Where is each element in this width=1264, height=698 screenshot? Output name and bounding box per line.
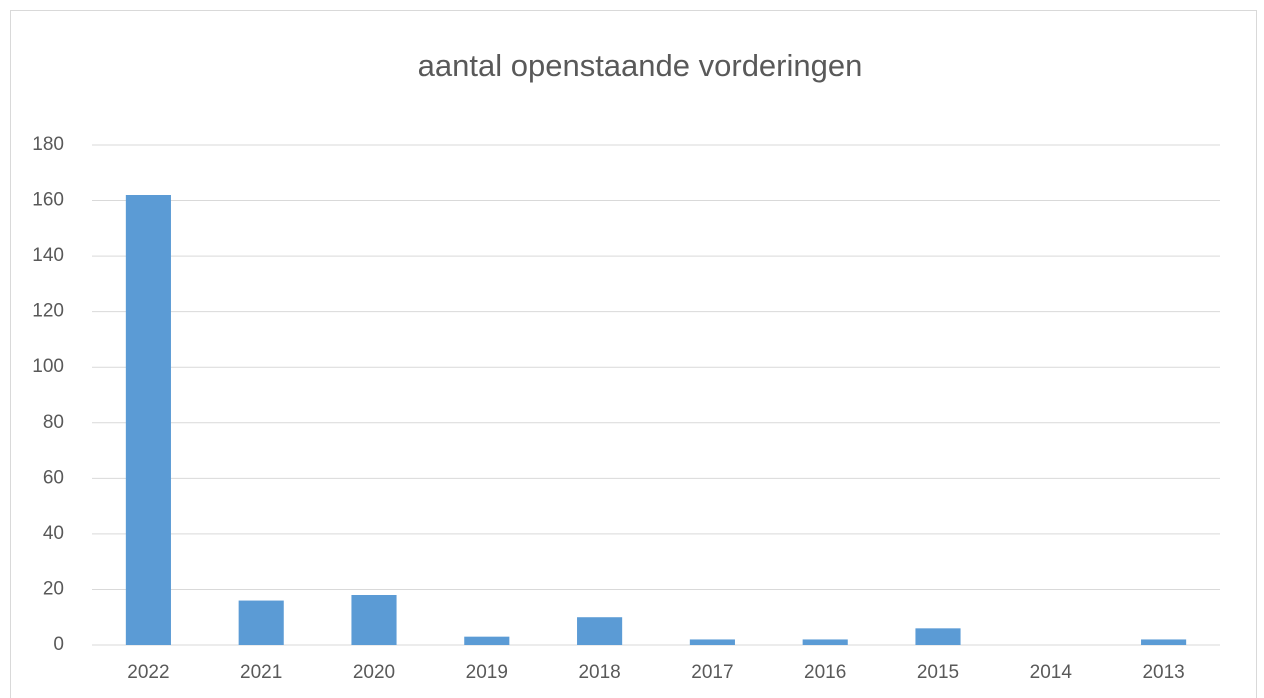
x-tick-label: 2020: [353, 662, 395, 683]
bar: [915, 628, 961, 645]
y-tick-label: 140: [32, 245, 64, 266]
y-tick-label: 160: [32, 190, 64, 211]
y-tick-label: 180: [32, 134, 64, 155]
chart-title: aantal openstaande vorderingen: [418, 48, 863, 83]
bar: [577, 617, 623, 645]
bar: [125, 195, 171, 645]
y-tick-label: 20: [43, 578, 64, 599]
x-tick-label: 2013: [1142, 662, 1184, 683]
x-tick-label: 2016: [804, 662, 846, 683]
chart-frame: [10, 10, 1257, 698]
bar: [464, 636, 510, 645]
x-tick-label: 2019: [466, 662, 508, 683]
y-tick-label: 0: [53, 634, 64, 655]
y-tick-label: 100: [32, 356, 64, 377]
y-tick-label: 40: [43, 523, 64, 544]
bar: [1141, 639, 1187, 645]
y-tick-label: 80: [43, 412, 64, 433]
x-tick-label: 2022: [127, 662, 169, 683]
y-tick-label: 60: [43, 467, 64, 488]
x-tick-label: 2015: [917, 662, 959, 683]
bar: [689, 639, 735, 645]
x-tick-label: 2018: [578, 662, 620, 683]
x-tick-label: 2014: [1030, 662, 1073, 683]
bar: [238, 600, 284, 645]
bar: [351, 595, 397, 645]
y-tick-label: 120: [32, 301, 64, 322]
x-tick-label: 2021: [240, 662, 282, 683]
bar: [802, 639, 848, 645]
x-tick-label: 2017: [691, 662, 733, 683]
